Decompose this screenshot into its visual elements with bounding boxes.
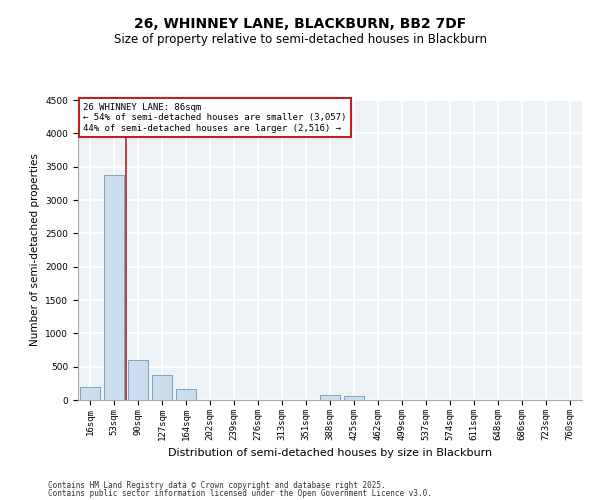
Y-axis label: Number of semi-detached properties: Number of semi-detached properties — [30, 154, 40, 346]
X-axis label: Distribution of semi-detached houses by size in Blackburn: Distribution of semi-detached houses by … — [168, 448, 492, 458]
Bar — [320, 394, 340, 400]
Text: Contains public sector information licensed under the Open Government Licence v3: Contains public sector information licen… — [48, 489, 432, 498]
Text: 26 WHINNEY LANE: 86sqm
← 54% of semi-detached houses are smaller (3,057)
44% of : 26 WHINNEY LANE: 86sqm ← 54% of semi-det… — [83, 103, 346, 133]
Text: 26, WHINNEY LANE, BLACKBURN, BB2 7DF: 26, WHINNEY LANE, BLACKBURN, BB2 7DF — [134, 18, 466, 32]
Bar — [80, 386, 100, 400]
Text: Size of property relative to semi-detached houses in Blackburn: Size of property relative to semi-detach… — [113, 32, 487, 46]
Bar — [104, 174, 124, 400]
Text: Contains HM Land Registry data © Crown copyright and database right 2025.: Contains HM Land Registry data © Crown c… — [48, 480, 386, 490]
Bar — [344, 396, 364, 400]
Bar — [128, 360, 148, 400]
Bar — [176, 390, 196, 400]
Bar — [152, 374, 172, 400]
